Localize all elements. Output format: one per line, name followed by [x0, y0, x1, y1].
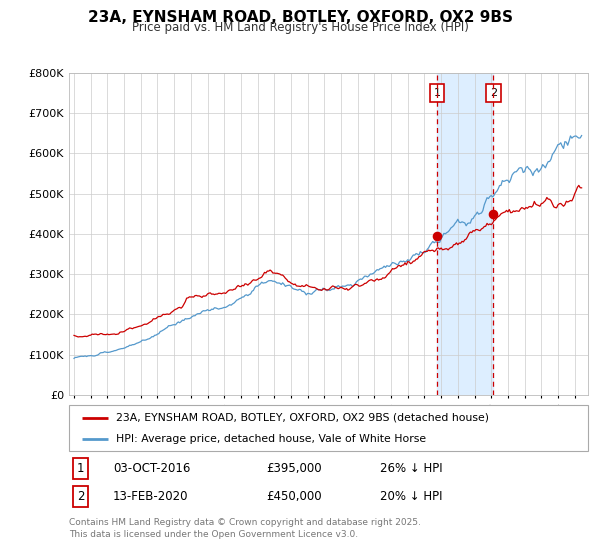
- Text: HPI: Average price, detached house, Vale of White Horse: HPI: Average price, detached house, Vale…: [116, 435, 426, 444]
- Text: 23A, EYNSHAM ROAD, BOTLEY, OXFORD, OX2 9BS (detached house): 23A, EYNSHAM ROAD, BOTLEY, OXFORD, OX2 9…: [116, 413, 489, 423]
- Bar: [437, 73, 493, 395]
- Text: Price paid vs. HM Land Registry's House Price Index (HPI): Price paid vs. HM Land Registry's House …: [131, 21, 469, 34]
- Text: 13-FEB-2020: 13-FEB-2020: [113, 490, 188, 503]
- Point: [488, 209, 498, 218]
- Text: 1: 1: [77, 462, 84, 475]
- FancyBboxPatch shape: [69, 405, 588, 451]
- Text: 1: 1: [433, 88, 440, 98]
- Text: 2: 2: [490, 88, 497, 98]
- Text: 23A, EYNSHAM ROAD, BOTLEY, OXFORD, OX2 9BS: 23A, EYNSHAM ROAD, BOTLEY, OXFORD, OX2 9…: [88, 10, 512, 25]
- Text: £395,000: £395,000: [266, 462, 322, 475]
- Text: 20% ↓ HPI: 20% ↓ HPI: [380, 490, 443, 503]
- Text: £450,000: £450,000: [266, 490, 322, 503]
- Text: 03-OCT-2016: 03-OCT-2016: [113, 462, 190, 475]
- Text: 26% ↓ HPI: 26% ↓ HPI: [380, 462, 443, 475]
- Point: [432, 231, 442, 240]
- Text: Contains HM Land Registry data © Crown copyright and database right 2025.
This d: Contains HM Land Registry data © Crown c…: [69, 518, 421, 539]
- Text: 2: 2: [77, 490, 84, 503]
